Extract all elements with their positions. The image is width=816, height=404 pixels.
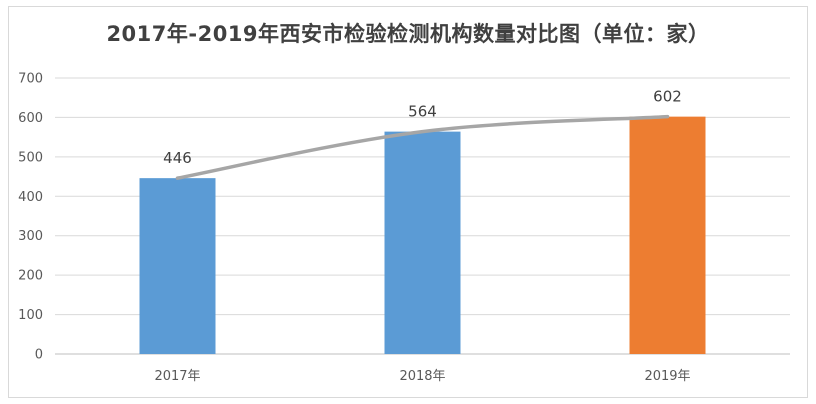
x-tick-label: 2019年 xyxy=(644,369,690,384)
data-label-0: 446 xyxy=(163,149,192,167)
y-tick-label: 600 xyxy=(18,111,43,126)
bar-2 xyxy=(629,116,706,354)
y-tick-label: 500 xyxy=(18,150,43,165)
y-tick-label: 100 xyxy=(18,308,43,323)
x-tick-label: 2017年 xyxy=(154,369,200,384)
y-tick-label: 700 xyxy=(18,72,43,87)
x-tick-label: 2018年 xyxy=(399,369,445,384)
data-label-1: 564 xyxy=(408,103,437,121)
trend-line-group xyxy=(175,114,670,180)
y-axis-ticks: 0 100 200 300 400 500 600 700 xyxy=(18,72,43,363)
x-axis-ticks: 2017年 2018年 2019年 xyxy=(154,369,690,384)
y-tick-label: 400 xyxy=(18,190,43,205)
y-tick-label: 200 xyxy=(18,269,43,284)
chart-title: 2017年-2019年西安市检验检测机构数量对比图（单位：家） xyxy=(106,22,710,46)
data-label-2: 602 xyxy=(653,88,682,106)
bars xyxy=(139,116,706,354)
y-tick-label: 300 xyxy=(18,229,43,244)
trend-line xyxy=(175,114,670,180)
bar-0 xyxy=(139,178,216,354)
bar-1 xyxy=(384,131,461,354)
y-tick-label: 0 xyxy=(35,348,43,363)
data-labels: 446 564 602 xyxy=(163,88,682,168)
